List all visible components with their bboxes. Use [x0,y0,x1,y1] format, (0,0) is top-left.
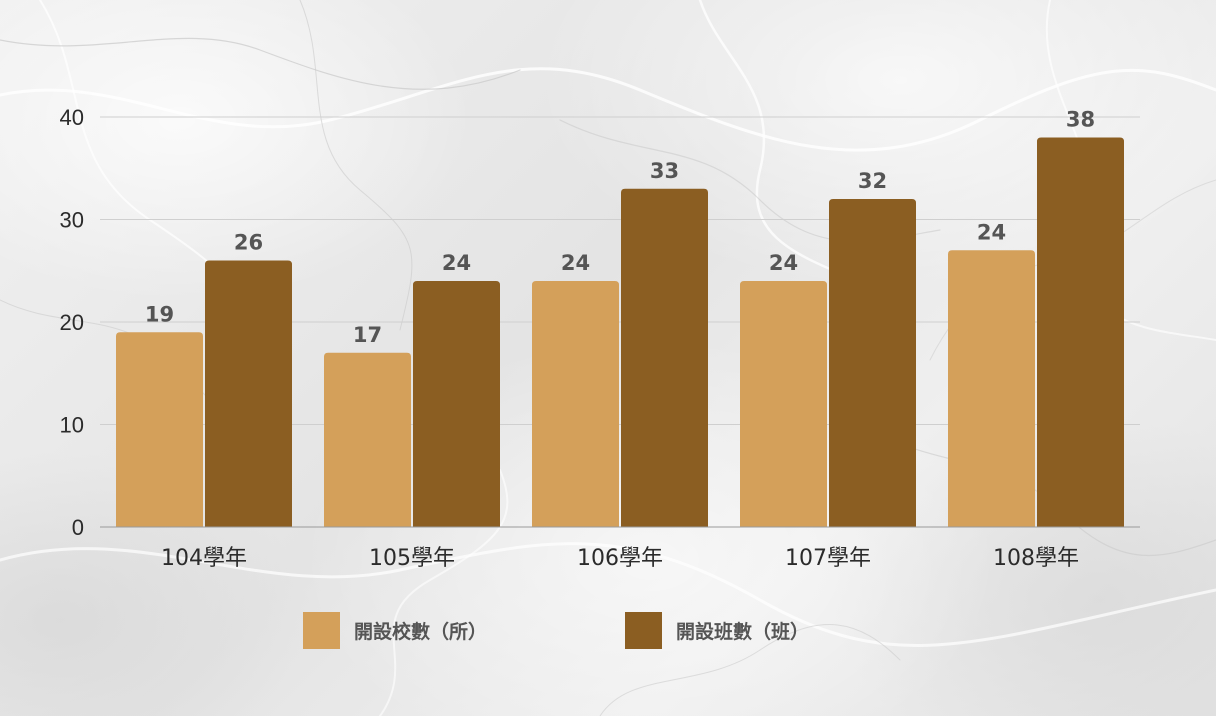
bar-schools [324,352,411,527]
y-axis-ticks: 0 10 20 30 40 [60,105,84,540]
data-labels: 19 26 17 24 24 33 24 32 24 38 [145,108,1095,347]
data-label: 24 [561,251,590,275]
bar-schools [740,281,827,527]
x-category-label: 104學年 [161,546,247,571]
bar-classes [205,260,292,527]
bar-classes [1037,137,1124,527]
x-category-label: 105學年 [369,546,455,571]
data-label: 17 [353,323,382,347]
legend: 開設校數（所） 開設班數（班） [303,612,809,649]
y-tick-label: 30 [60,208,84,233]
y-tick-label: 40 [60,105,84,130]
data-label: 33 [650,159,679,183]
data-label: 24 [769,251,798,275]
bar-schools [116,332,203,527]
legend-swatch [625,612,662,649]
legend-label: 開設校數（所） [354,620,487,643]
data-label: 24 [442,251,471,275]
bar-classes [829,199,916,527]
bar-classes [621,188,708,527]
x-category-label: 107學年 [785,546,871,571]
y-tick-label: 0 [72,515,84,540]
data-label: 19 [145,302,174,326]
data-label: 24 [977,220,1006,244]
legend-label: 開設班數（班） [676,620,809,643]
y-tick-label: 20 [60,310,84,335]
bars [116,137,1124,527]
bar-schools [948,250,1035,527]
legend-swatch [303,612,340,649]
bar-classes [413,281,500,527]
x-axis-categories: 104學年 105學年 106學年 107學年 108學年 [161,546,1079,571]
data-label: 32 [858,169,887,193]
bar-schools [532,281,619,527]
x-category-label: 106學年 [577,546,663,571]
y-tick-label: 10 [60,413,84,438]
data-label: 38 [1066,108,1095,132]
data-label: 26 [234,231,263,255]
x-category-label: 108學年 [993,546,1079,571]
